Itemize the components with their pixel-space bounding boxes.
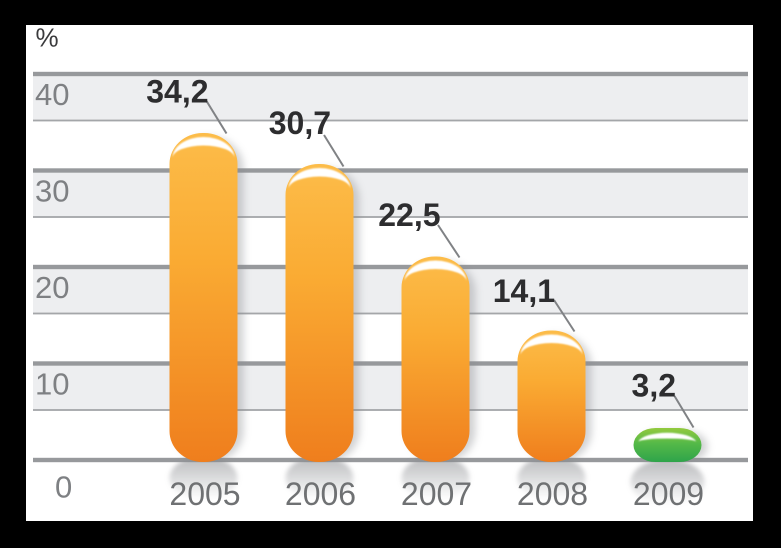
svg-text:2005: 2005: [169, 476, 240, 512]
svg-text:34,2: 34,2: [146, 74, 208, 110]
svg-text:14,1: 14,1: [493, 273, 555, 309]
svg-text:30: 30: [35, 174, 69, 209]
svg-text:2006: 2006: [285, 476, 356, 512]
svg-text:2007: 2007: [401, 476, 472, 512]
svg-text:20: 20: [35, 270, 69, 305]
svg-text:2008: 2008: [517, 476, 588, 512]
svg-text:0: 0: [55, 470, 72, 505]
svg-text:40: 40: [35, 77, 69, 112]
svg-text:10: 10: [35, 367, 69, 402]
svg-text:2009: 2009: [633, 476, 704, 512]
svg-text:3,2: 3,2: [632, 368, 676, 404]
svg-text:22,5: 22,5: [378, 197, 440, 233]
svg-text:%: %: [36, 23, 59, 53]
svg-text:30,7: 30,7: [269, 105, 331, 141]
